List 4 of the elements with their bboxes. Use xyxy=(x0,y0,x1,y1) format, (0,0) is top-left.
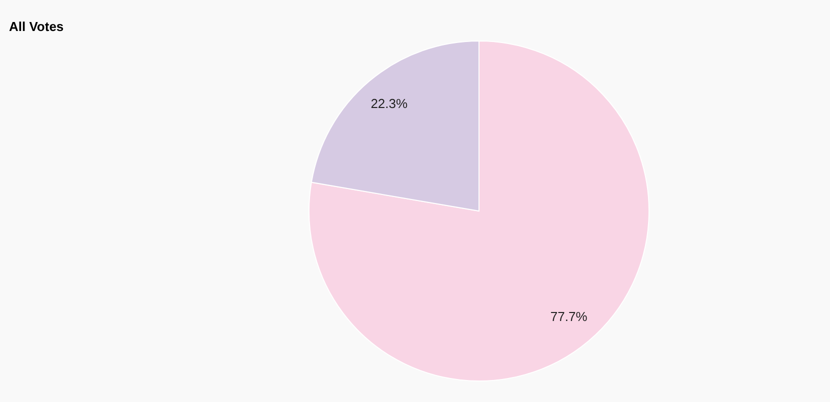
data-label: 22.3% xyxy=(370,96,408,111)
text: All Votes xyxy=(9,19,64,34)
data-label: 77.7% xyxy=(550,309,588,324)
pie-slice xyxy=(308,40,650,382)
